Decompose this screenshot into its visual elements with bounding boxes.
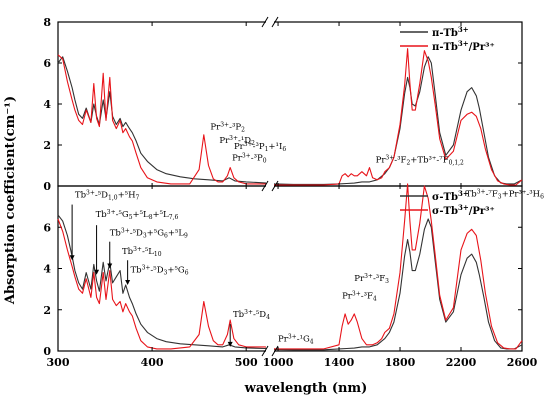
peak-annotation: Tb3+-⁵D3+⁵G6+⁵L9 [110, 228, 188, 240]
peak-annotation: Pr3+-¹D2 [219, 135, 255, 147]
y-tick-label: 6 [43, 221, 51, 234]
annotation-arrow-head [94, 269, 100, 275]
series-line-sigma-tb [57, 214, 523, 351]
legend-entry: π-Tb3+/Pr³⁺ [432, 39, 495, 53]
axis-break-mark [261, 345, 269, 357]
axis-break-gap [266, 181, 274, 191]
panel-pi: 0 2 4 6 8 π-Tb3+π-Tb3+/Pr³⁺ Pr3+-³P2 Pr3+-³P1+¹… [43, 16, 523, 193]
axis-break-mark [271, 180, 279, 192]
x-tick-label: 300 [47, 356, 70, 369]
series-line-pi-tb-pr [57, 48, 523, 186]
peak-annotation: Tb3+-⁵D4 [233, 309, 270, 321]
axis-break-mark [271, 16, 279, 28]
y-tick-label: 8 [43, 16, 51, 29]
panel-sigma: 0 2 4 6 σ-Tb3+σ-Tb3+/Pr³⁺ Tb3+-⁵D1,0+⁵H7 Tb3+-… [43, 154, 544, 358]
peak-annotation: Tb3+-⁷F3+Pr³⁺-³H6 [466, 188, 545, 200]
legend-entry: σ-Tb3+ [432, 189, 469, 203]
y-tick-label: 6 [43, 57, 51, 70]
peak-annotation: Tb3+-⁵D3+⁵G6 [130, 265, 188, 277]
series-line-sigma-tb-pr [57, 183, 523, 350]
annotation-arrow-head [69, 255, 75, 261]
peak-annotation: Tb3+-⁵L10 [122, 246, 162, 258]
peak-annotation: Pr3+-³P2 [210, 122, 245, 134]
peak-annotation: Pr3+-³F2+Tb³⁺-⁷F0,1,2 [376, 154, 464, 166]
peak-annotation: Pr3+-³P0 [232, 152, 267, 164]
y-tick-label: 2 [43, 304, 51, 317]
axis-break-mark [261, 16, 269, 28]
peak-annotation: Tb3+-⁵G5+⁵L8+⁵L7,6 [96, 209, 179, 221]
x-tick-label: 1000 [263, 356, 294, 369]
y-tick-label: 4 [43, 263, 51, 276]
annotation-arrow-head [107, 263, 113, 269]
peak-annotation: Pr3+-³F4 [342, 290, 377, 302]
peak-annotation: Pr3+-³P1+¹I6 [234, 141, 286, 153]
axis-break-mark [271, 345, 279, 357]
y-tick-label: 4 [43, 98, 51, 111]
axis-break-gap [266, 346, 274, 356]
axis-break-gap [266, 17, 274, 27]
peak-annotation: Pr3+-³F3 [354, 273, 389, 285]
legend-entry: σ-Tb3+/Pr³⁺ [432, 203, 495, 217]
x-tick-label: 1400 [324, 356, 355, 369]
x-tick-label: 2200 [446, 356, 477, 369]
x-tick-label: 500 [235, 356, 258, 369]
y-tick-label: 2 [43, 139, 51, 152]
y-axis-title: Absorption coefficient(cm⁻¹) [3, 96, 18, 305]
axis-break-mark [261, 180, 269, 192]
peak-annotation: Pr3+-¹G4 [278, 334, 314, 346]
y-tick-label: 0 [43, 345, 51, 358]
annotation-arrow-head [125, 280, 131, 285]
x-axis: 300 400 500 1000 1400 1800 2200 2600 [47, 16, 538, 369]
series-line-pi-tb [57, 56, 523, 185]
legend-entry: π-Tb3+ [432, 25, 469, 39]
peak-annotation: Tb3+-⁵D1,0+⁵H7 [75, 189, 140, 201]
plot-frame [57, 21, 523, 352]
y-tick-label: 0 [43, 180, 51, 193]
annotation-arrow-head [227, 341, 233, 347]
x-tick-label: 1800 [385, 356, 416, 369]
x-axis-title: wavelength (nm) [244, 381, 368, 396]
x-tick-label: 400 [141, 356, 164, 369]
x-tick-label: 2600 [507, 356, 538, 369]
